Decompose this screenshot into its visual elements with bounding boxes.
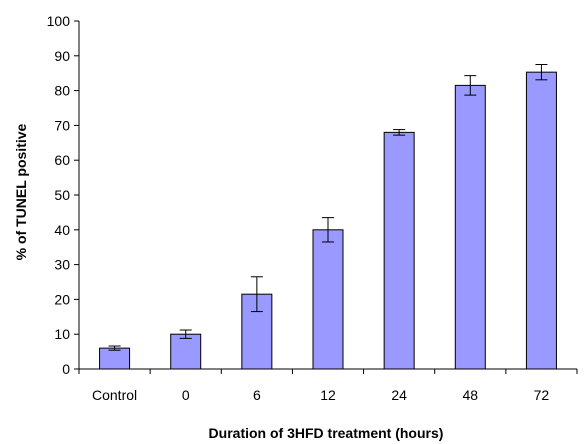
y-tick-label: 50 bbox=[54, 187, 70, 203]
y-axis-ticks: 0 10 20 30 40 50 60 70 80 90 100 bbox=[47, 13, 79, 377]
x-tick-label: 12 bbox=[320, 387, 336, 403]
bar bbox=[454, 84, 486, 370]
y-tick-label: 20 bbox=[54, 291, 70, 307]
bar bbox=[99, 347, 131, 370]
y-tick-label: 80 bbox=[54, 83, 70, 99]
y-tick-label: 30 bbox=[54, 257, 70, 273]
error-bar bbox=[393, 129, 406, 136]
error-bars-group bbox=[108, 64, 548, 351]
y-tick-label: 10 bbox=[54, 326, 70, 342]
y-tick-label: 40 bbox=[54, 222, 70, 238]
bar bbox=[312, 229, 344, 370]
x-tick-label: 24 bbox=[391, 387, 407, 403]
error-bar bbox=[250, 276, 263, 313]
y-axis-title: % of TUNEL positive bbox=[13, 123, 29, 260]
x-tick-label: 0 bbox=[182, 387, 190, 403]
x-tick-label: 72 bbox=[534, 387, 550, 403]
error-bar bbox=[535, 64, 548, 81]
bar bbox=[170, 333, 202, 370]
x-tick-label: Control bbox=[92, 387, 137, 403]
y-tick-label: 100 bbox=[47, 13, 71, 29]
error-bar bbox=[322, 217, 334, 243]
bar bbox=[383, 131, 415, 370]
x-axis-ticks: Control 0 6 12 24 48 72 bbox=[78, 369, 578, 403]
y-tick-label: 0 bbox=[62, 361, 70, 377]
error-bar bbox=[464, 75, 477, 96]
y-tick-label: 90 bbox=[54, 48, 70, 64]
x-tick-label: 48 bbox=[462, 387, 478, 403]
y-tick-label: 60 bbox=[54, 152, 70, 168]
y-tick-label: 70 bbox=[54, 117, 70, 133]
error-bar bbox=[179, 329, 192, 339]
bar bbox=[525, 71, 557, 370]
x-axis-title: Duration of 3HFD treatment (hours) bbox=[209, 425, 444, 441]
x-tick-label: 6 bbox=[253, 387, 261, 403]
bars-group bbox=[99, 71, 557, 370]
error-bar bbox=[108, 345, 121, 351]
